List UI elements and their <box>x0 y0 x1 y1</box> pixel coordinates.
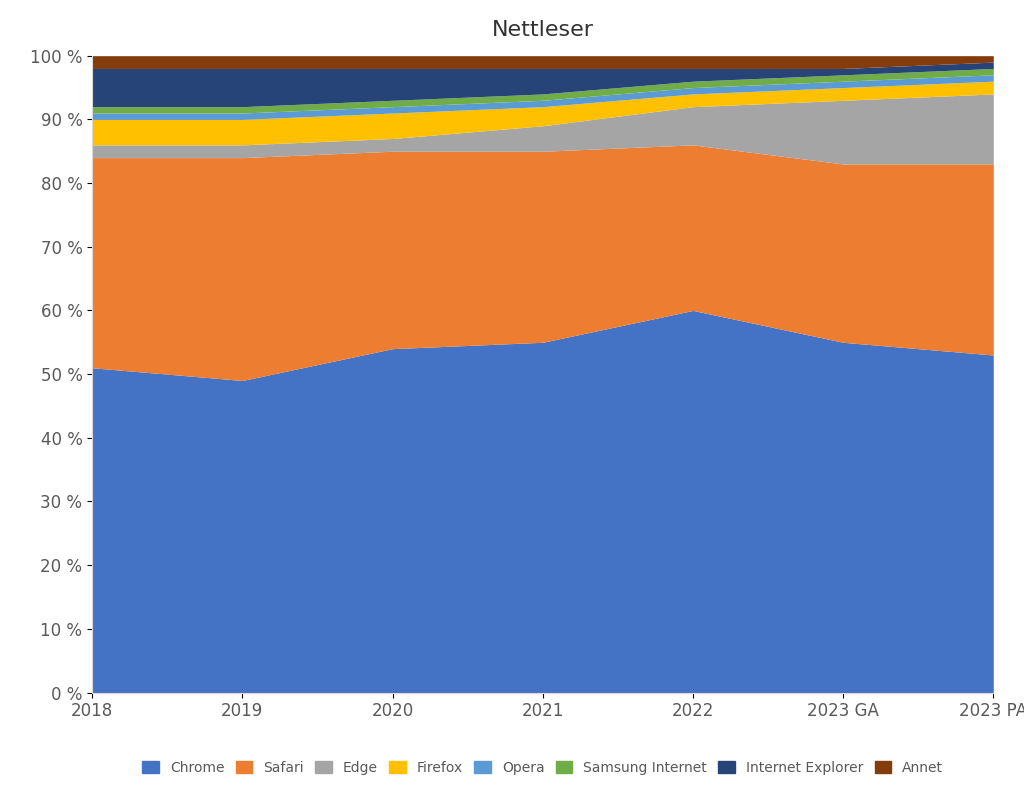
Legend: Chrome, Safari, Edge, Firefox, Opera, Samsung Internet, Internet Explorer, Annet: Chrome, Safari, Edge, Firefox, Opera, Sa… <box>135 754 950 782</box>
Title: Nettleser: Nettleser <box>492 20 594 41</box>
